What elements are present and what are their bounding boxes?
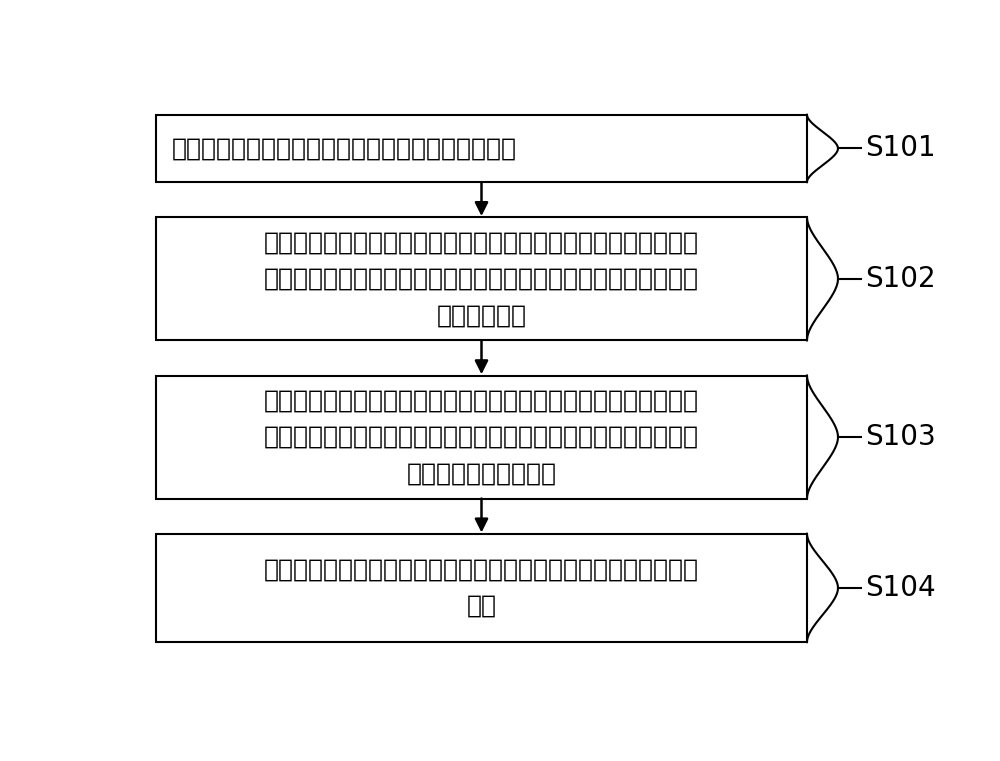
Text: S103: S103: [865, 423, 936, 451]
Text: 根据被检测电路的高层描述文件对被检测电路中的功能模块进行识
别，以判断功能模块的可信度，以及当功能模块可信时，对被检测
电路进行标记: 根据被检测电路的高层描述文件对被检测电路中的功能模块进行识 别，以判断功能模块的…: [264, 231, 699, 327]
Text: S102: S102: [865, 265, 936, 293]
Text: S101: S101: [865, 135, 936, 162]
FancyBboxPatch shape: [156, 218, 807, 340]
FancyBboxPatch shape: [156, 533, 807, 642]
Text: 对分类的特征分析结果进行综合分析，以得到被检测电路的可信性
信息: 对分类的特征分析结果进行综合分析，以得到被检测电路的可信性 信息: [264, 558, 699, 618]
Text: S104: S104: [865, 574, 936, 602]
Text: 从标记后的被检测电路中提取分类特征，并与预设的硬件木马电路
特征库中的每一类硬件木马的特征进行匹配，并根据匹配结果，输
出分类的特征分析结果: 从标记后的被检测电路中提取分类特征，并与预设的硬件木马电路 特征库中的每一类硬件…: [264, 389, 699, 486]
FancyBboxPatch shape: [156, 115, 807, 182]
FancyBboxPatch shape: [156, 375, 807, 498]
Text: 输入被检测电路，并获取被检测电路的高层描述文件: 输入被检测电路，并获取被检测电路的高层描述文件: [172, 136, 516, 161]
